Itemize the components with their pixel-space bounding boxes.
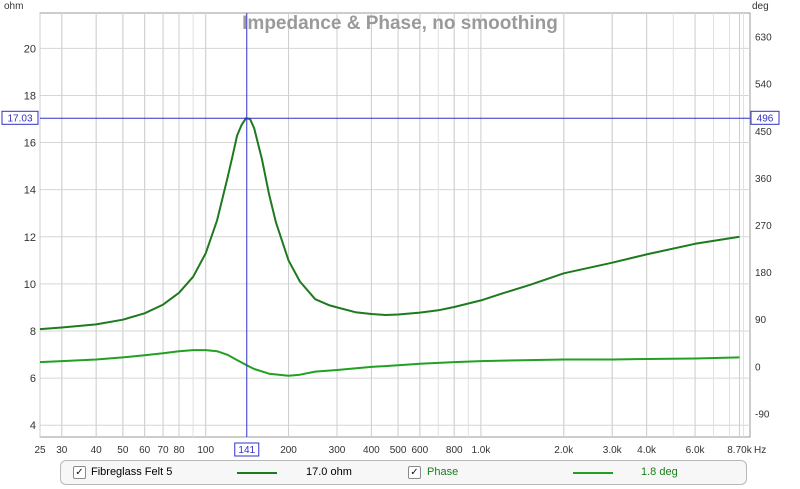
series2-name: Phase: [427, 466, 459, 478]
x-tick-label: 3.0k: [603, 445, 623, 456]
impedance-phase-chart: Impedance & Phase, no smoothing 46810121…: [1, 1, 780, 457]
series1-swatch: [237, 472, 277, 474]
y-left-tick-label: 18: [24, 90, 36, 102]
y-right-tick-label: -90: [755, 409, 770, 420]
x-tick-label: 8.70k: [727, 445, 752, 456]
axis-labels: 4 6 8 10 12 14 16 18 20 -90 0 90 180 270 360 450 540 630 2…: [4, 1, 772, 456]
plot-frame: [39, 12, 751, 438]
x-tick-label: 60: [139, 445, 151, 456]
grid-lines: [39, 12, 751, 438]
x-tick-label: 40: [91, 445, 103, 456]
series-lines: [39, 117, 740, 377]
y-right-tick-label: 630: [755, 33, 772, 44]
series1-name: Fibreglass Felt 5: [91, 466, 173, 478]
cursor-y-left-label-box: [1, 110, 39, 125]
y-right-tick-label: 90: [755, 315, 767, 326]
x-tick-label: 600: [412, 445, 429, 456]
y-right-tick-label: 270: [755, 221, 772, 232]
y-left-tick-label: 8: [30, 326, 36, 338]
series2-checkbox[interactable]: ✓: [408, 466, 421, 479]
y-right-unit: deg: [752, 1, 769, 12]
cursor-y-right-label-box: [750, 110, 780, 125]
x-unit: Hz: [754, 445, 766, 456]
x-tick-label: 50: [117, 445, 129, 456]
series2-swatch: [573, 472, 613, 474]
y-left-tick-label: 20: [24, 43, 36, 55]
chart-title: Impedance & Phase, no smoothing: [242, 13, 558, 34]
y-left-tick-label: 16: [24, 138, 36, 150]
cursor-x-label-box: [234, 442, 260, 457]
y-left-tick-label: 14: [24, 185, 36, 197]
x-tick-label: 30: [56, 445, 68, 456]
cursor-y-left-label: 17.03: [7, 113, 32, 124]
series1-checkbox[interactable]: ✓: [73, 466, 86, 479]
cursor-x-label: 141: [238, 445, 255, 456]
x-tick-label: 300: [329, 445, 346, 456]
y-right-tick-label: 0: [755, 362, 761, 373]
x-tick-label: 70: [158, 445, 170, 456]
y-right-tick-label: 540: [755, 80, 772, 91]
y-right-tick-label: 450: [755, 127, 772, 138]
y-left-unit: ohm: [4, 1, 23, 12]
series2-value: 1.8 deg: [641, 466, 678, 478]
series1-value: 17.0 ohm: [306, 466, 352, 478]
x-tick-label: 2.0k: [554, 445, 574, 456]
phase-line: [39, 349, 740, 377]
x-tick-label: 4.0k: [637, 445, 657, 456]
y-left-tick-label: 4: [30, 420, 36, 432]
cursor-y-right-label: 496: [757, 113, 774, 124]
x-tick-label: 80: [173, 445, 185, 456]
y-right-tick-label: 180: [755, 268, 772, 279]
cursor[interactable]: 17.03 496 141: [1, 13, 780, 457]
x-tick-label: 800: [446, 445, 463, 456]
y-right-tick-label: 360: [755, 174, 772, 185]
y-left-tick-label: 6: [30, 373, 36, 385]
y-left-tick-label: 10: [24, 279, 36, 291]
legend-bar: ✓ Fibreglass Felt 5 17.0 ohm ✓ Phase 1.8…: [60, 460, 747, 485]
impedance-line: [39, 117, 740, 331]
x-tick-label: 100: [197, 445, 214, 456]
y-left-tick-label: 12: [24, 232, 36, 244]
x-tick-label: 25: [34, 445, 46, 456]
x-tick-label: 400: [363, 445, 380, 456]
x-tick-label: 500: [390, 445, 407, 456]
x-tick-label: 6.0k: [686, 445, 706, 456]
x-tick-label: 1.0k: [471, 445, 491, 456]
x-tick-label: 200: [280, 445, 297, 456]
